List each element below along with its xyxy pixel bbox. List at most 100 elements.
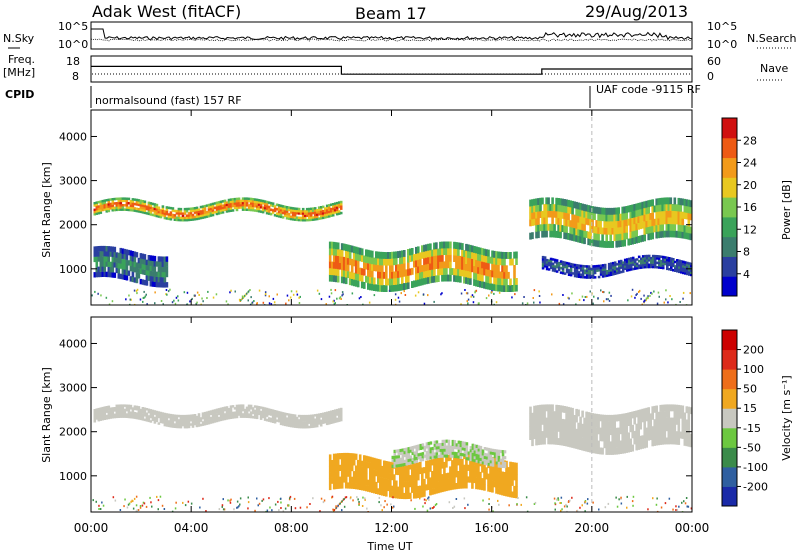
power-cell [311, 216, 315, 219]
power-cell [117, 199, 121, 203]
power-cell [653, 218, 656, 226]
power-cell [455, 261, 458, 269]
velocity-cell [407, 492, 410, 499]
velocity-cell [109, 414, 113, 417]
power-scatter [578, 298, 581, 301]
velocity-cell [487, 485, 490, 492]
velocity-cell [639, 409, 642, 417]
power-cell [577, 266, 581, 270]
velocity-cell [681, 405, 685, 413]
velocity-cell [352, 482, 356, 489]
power-cell [179, 218, 183, 222]
velocity-cell [543, 431, 546, 438]
power-scatter [289, 296, 292, 299]
velocity-cell [453, 471, 456, 478]
velocity-cell [358, 483, 362, 490]
velocity-cell [463, 441, 467, 445]
velocity-cell [577, 442, 580, 450]
velocity-scatter [687, 505, 690, 508]
velocity-cell [321, 412, 325, 416]
velocity-cell [593, 446, 596, 454]
power-cell [441, 274, 444, 282]
velocity-cell [471, 470, 474, 477]
power-cell [115, 208, 119, 212]
power-cell [149, 206, 153, 209]
power-scatter [125, 298, 127, 301]
power-cell [95, 246, 99, 252]
power-cell [99, 256, 103, 262]
power-cell [645, 200, 648, 208]
velocity-cell [599, 427, 602, 435]
power-cell [127, 208, 131, 212]
velocity-cell [253, 414, 257, 417]
power-scatter [330, 288, 332, 291]
velocity-cell [455, 483, 458, 490]
power-cell [453, 255, 456, 262]
velocity-cell [665, 411, 669, 418]
power-cell [674, 260, 677, 264]
power-cell [183, 212, 187, 215]
velocity-cell [433, 482, 436, 489]
power-cell [330, 248, 334, 256]
velocity-cell [421, 485, 424, 492]
power-cell [145, 207, 149, 211]
power-cell [207, 210, 211, 213]
velocity-cell [425, 484, 428, 491]
velocity-scatter [464, 507, 466, 510]
power-cell [159, 282, 163, 288]
velocity-cell [645, 440, 648, 448]
velocity-scatter [238, 505, 240, 508]
power-cell [455, 248, 458, 256]
power-cell [303, 216, 307, 220]
power-cell [111, 272, 115, 278]
velocity-cell [411, 463, 414, 470]
velocity-cell [213, 413, 217, 417]
power-cell [133, 209, 137, 212]
velocity-cell [573, 421, 576, 429]
power-cell [342, 270, 346, 277]
velocity-cell [591, 432, 594, 440]
velocity-scatter [102, 504, 105, 507]
power-cell [611, 207, 614, 215]
velocity-cell [443, 461, 446, 469]
velocity-scatter [92, 499, 94, 502]
velocity-scatter [675, 509, 677, 511]
velocity-cell [157, 422, 161, 425]
velocity-cell [352, 459, 356, 466]
power-cell [613, 270, 617, 273]
velocity-cell [453, 446, 457, 450]
velocity-cell [565, 413, 568, 420]
power-scatter [474, 291, 476, 294]
velocity-cell [269, 419, 273, 423]
velocity-cell [385, 490, 388, 497]
velocity-cell [287, 417, 291, 421]
power-cell [149, 208, 153, 212]
power-cell [477, 266, 480, 274]
velocity-cell [295, 425, 299, 429]
velocity-cell [683, 419, 687, 426]
velocity-cell [615, 434, 618, 442]
velocity-cell [183, 421, 187, 424]
power-cell [185, 207, 189, 211]
power-cell [157, 206, 161, 209]
velocity-cell [163, 415, 167, 418]
power-cell [139, 208, 143, 211]
power-cell [137, 262, 141, 269]
power-cell [139, 201, 143, 205]
power-cell [375, 284, 378, 292]
power-scatter [177, 299, 180, 302]
power-cell [121, 197, 125, 200]
power-cell [487, 249, 490, 257]
velocity-scatter [553, 497, 556, 500]
velocity-cell [207, 415, 211, 418]
velocity-cell [619, 440, 622, 448]
velocity-scatter [262, 498, 265, 501]
power-cell [663, 230, 667, 238]
velocity-scatter [161, 504, 164, 507]
velocity-cell [332, 483, 336, 490]
velocity-cell [369, 468, 372, 475]
velocity-cell [354, 453, 358, 460]
velocity-cell [195, 418, 199, 421]
velocity-cell [165, 424, 169, 427]
velocity-cell [329, 419, 333, 422]
